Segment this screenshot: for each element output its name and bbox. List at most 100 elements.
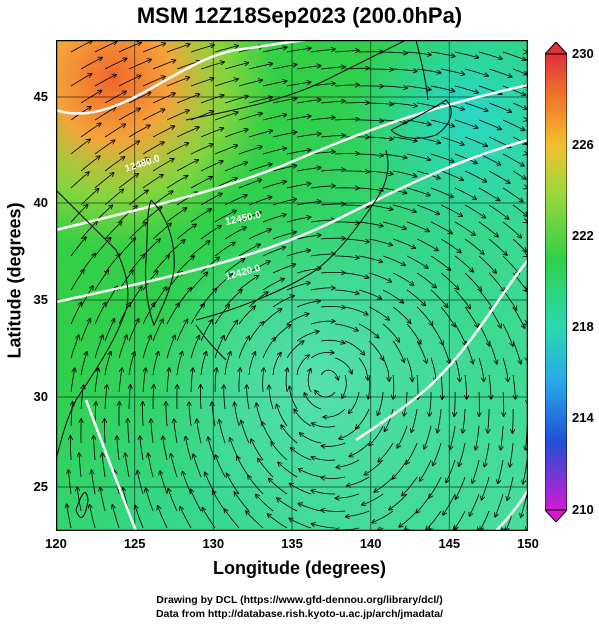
streamline bbox=[137, 471, 144, 495]
colorbar-top-cap bbox=[545, 42, 567, 55]
y-tick-label: 40 bbox=[33, 195, 48, 210]
colorbar-tick: 218 bbox=[572, 319, 594, 334]
streamline bbox=[239, 368, 240, 393]
streamline bbox=[213, 491, 226, 512]
streamline bbox=[502, 119, 525, 130]
streamline bbox=[248, 164, 272, 172]
streamline bbox=[148, 454, 154, 478]
y-axis-label: Latitude (degrees) bbox=[4, 202, 25, 359]
streamline bbox=[142, 76, 165, 87]
streamline bbox=[219, 420, 226, 444]
streamline bbox=[152, 93, 175, 104]
streamline bbox=[70, 139, 90, 155]
y-tick-label: 25 bbox=[33, 479, 48, 494]
streamline bbox=[406, 255, 428, 268]
streamline bbox=[238, 180, 261, 189]
streamline bbox=[247, 385, 250, 410]
streamline bbox=[94, 140, 115, 155]
streamline bbox=[430, 187, 453, 197]
streamline bbox=[160, 471, 168, 495]
streamline bbox=[215, 455, 226, 478]
streamline bbox=[478, 51, 502, 59]
streamline bbox=[294, 409, 312, 427]
streamline bbox=[359, 120, 383, 121]
streamline bbox=[286, 341, 304, 359]
streamline bbox=[347, 476, 370, 486]
streamline bbox=[214, 211, 236, 223]
streamline bbox=[399, 510, 418, 527]
streamline bbox=[464, 102, 488, 111]
streamline bbox=[190, 144, 213, 155]
streamline bbox=[392, 272, 414, 285]
streamline bbox=[272, 353, 281, 376]
streamline bbox=[278, 462, 298, 478]
streamline bbox=[393, 170, 416, 176]
streamline bbox=[382, 255, 405, 265]
y-tick-label: 30 bbox=[33, 389, 48, 404]
streamline bbox=[176, 160, 198, 172]
streamline bbox=[118, 368, 122, 393]
coastline-japan-kyushu bbox=[195, 324, 227, 361]
streamline bbox=[80, 58, 102, 70]
streamline bbox=[297, 201, 321, 206]
streamline bbox=[478, 153, 500, 165]
streamline bbox=[297, 100, 321, 104]
streamline bbox=[128, 92, 151, 104]
streamline bbox=[214, 46, 238, 53]
streamline bbox=[382, 323, 399, 342]
streamline bbox=[393, 136, 417, 141]
streamline bbox=[402, 476, 418, 496]
streamline bbox=[454, 357, 460, 381]
streamline bbox=[167, 368, 169, 393]
streamline bbox=[411, 408, 418, 432]
streamline bbox=[345, 306, 368, 315]
streamline bbox=[392, 340, 404, 362]
streamline bbox=[454, 289, 470, 309]
streamline bbox=[312, 423, 336, 428]
streamline bbox=[70, 237, 86, 257]
streamline bbox=[321, 135, 345, 137]
streamline bbox=[224, 509, 240, 529]
map-panel: 12480.0 12420.0 12450.0 bbox=[56, 40, 528, 531]
colorbar-gradient bbox=[545, 53, 567, 511]
streamline bbox=[224, 352, 231, 376]
streamline bbox=[200, 320, 212, 342]
streamline bbox=[382, 357, 389, 381]
streamline bbox=[185, 437, 192, 461]
streamline bbox=[440, 136, 464, 145]
x-tick-label: 135 bbox=[281, 536, 303, 551]
streamline bbox=[104, 352, 111, 376]
streamline bbox=[238, 336, 249, 359]
streamline bbox=[510, 442, 514, 467]
streamline bbox=[290, 484, 312, 495]
streamline bbox=[271, 442, 288, 461]
streamline bbox=[320, 369, 338, 380]
streamline bbox=[166, 335, 175, 359]
streamline bbox=[364, 459, 384, 475]
streamline bbox=[440, 306, 455, 327]
streamline bbox=[342, 374, 347, 398]
streamline bbox=[200, 128, 223, 138]
streamline bbox=[440, 204, 462, 216]
streamline bbox=[224, 227, 246, 240]
streamline bbox=[358, 357, 368, 380]
streamline bbox=[104, 189, 123, 206]
streamline bbox=[151, 419, 154, 444]
coastline-taiwan bbox=[75, 492, 89, 518]
streamline bbox=[118, 303, 130, 325]
streamline bbox=[94, 270, 108, 291]
streamline bbox=[100, 488, 106, 512]
streamline bbox=[502, 187, 523, 202]
streamline bbox=[135, 505, 144, 529]
streamline bbox=[430, 255, 450, 270]
streamline bbox=[238, 306, 255, 325]
streamline bbox=[346, 510, 370, 517]
streamline bbox=[152, 159, 174, 172]
streamline bbox=[488, 204, 509, 219]
streamline bbox=[454, 221, 475, 235]
streamline bbox=[269, 479, 288, 495]
streamline bbox=[450, 425, 456, 449]
streamline bbox=[118, 43, 141, 53]
streamline bbox=[416, 170, 440, 178]
streamline bbox=[191, 489, 202, 512]
